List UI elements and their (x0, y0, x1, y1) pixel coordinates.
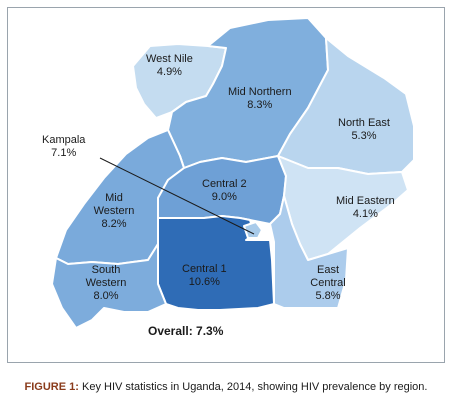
region-value: 8.2% (101, 218, 127, 230)
uganda-map (51, 17, 415, 329)
region-south-western (51, 243, 167, 329)
region-value: 7.1% (51, 147, 77, 159)
kampala-leader-line (99, 157, 255, 235)
region-value: 8.0% (93, 290, 119, 302)
label-kampala: Kampala 7.1% (42, 134, 85, 160)
region-name: Central 1 (182, 263, 227, 275)
region-name: North East (338, 117, 390, 129)
label-mid-western: Mid Western 8.2% (92, 192, 136, 231)
region-central-2 (157, 155, 287, 225)
region-value: 5.3% (351, 130, 377, 142)
region-value: 9.0% (211, 191, 237, 203)
region-east-central (269, 195, 349, 309)
caption-text: Key HIV statistics in Uganda, 2014, show… (78, 381, 428, 393)
label-central-2: Central 2 9.0% (202, 178, 247, 204)
label-east-central: East Central 5.8% (308, 264, 348, 303)
label-south-western: South Western 8.0% (84, 264, 128, 303)
region-value: 5.8% (315, 290, 341, 302)
overall-prevalence: Overall: 7.3% (148, 324, 224, 338)
caption-label: FIGURE 1: (24, 381, 79, 393)
region-value: 10.6% (188, 276, 220, 288)
label-west-nile: West Nile 4.9% (146, 53, 193, 79)
region-value: 4.9% (156, 66, 182, 78)
region-name: Mid Eastern (336, 195, 395, 207)
region-name: Mid Northern (228, 86, 292, 98)
region-name: Kampala (42, 134, 86, 146)
label-central-1: Central 1 10.6% (182, 263, 227, 289)
label-mid-eastern: Mid Eastern 4.1% (336, 195, 395, 221)
region-name: West Nile (146, 53, 193, 65)
label-north-east: North East 5.3% (338, 117, 390, 143)
figure-caption: FIGURE 1: Key HIV statistics in Uganda, … (0, 381, 452, 393)
region-value: 8.3% (247, 99, 273, 111)
figure-frame: West Nile 4.9% Mid Northern 8.3% North E… (7, 7, 445, 363)
region-name: Mid Western (93, 192, 135, 217)
region-kampala (243, 221, 263, 239)
label-mid-northern: Mid Northern 8.3% (228, 86, 292, 112)
region-name: South Western (85, 264, 127, 289)
region-value: 4.1% (352, 208, 378, 220)
region-name: Central 2 (202, 178, 247, 190)
region-name: East Central (310, 264, 346, 289)
